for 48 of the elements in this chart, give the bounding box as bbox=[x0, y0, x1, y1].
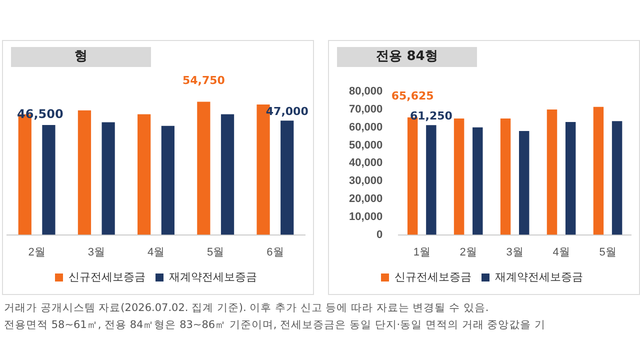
bar bbox=[519, 130, 530, 235]
bar bbox=[138, 114, 151, 235]
bar bbox=[102, 122, 115, 235]
bar bbox=[426, 125, 436, 235]
bar bbox=[612, 121, 622, 235]
annotation: 46,500 bbox=[17, 107, 64, 121]
bar bbox=[500, 118, 511, 235]
data-label: 54,750 bbox=[182, 74, 226, 88]
bar bbox=[197, 102, 210, 235]
y-tick-label: 50,000 bbox=[348, 139, 383, 152]
y-tick-label: 0 bbox=[376, 228, 383, 241]
data-label: 65,625 bbox=[391, 90, 434, 103]
bar bbox=[593, 106, 604, 235]
legend-label: 재계약전세보증금 bbox=[495, 272, 583, 284]
x-tick-label: 5월 bbox=[599, 246, 616, 258]
bar bbox=[78, 110, 92, 235]
x-tick-label: 2월 bbox=[460, 246, 477, 258]
text: 거래가 공개시스템 자료(2026.07.02. 집계 기준). 이후 추가 신고 등에 따라 자료는 변경될 수 있음. bbox=[4, 301, 490, 316]
bar bbox=[454, 118, 464, 235]
legend-label: 재계약전세보증금 bbox=[169, 272, 257, 284]
x-tick-label: 1월 bbox=[413, 246, 430, 258]
y-tick-label: 20,000 bbox=[348, 193, 383, 206]
legend-label: 신규전세보증금 bbox=[394, 272, 472, 284]
y-tick-label: 80,000 bbox=[348, 86, 383, 98]
x-tick-label: 4월 bbox=[147, 246, 165, 258]
x-tick-label: 3월 bbox=[88, 246, 105, 258]
x-tick-label: 6월 bbox=[266, 246, 284, 258]
x-tick-label: 3월 bbox=[506, 246, 524, 258]
chart-title: 전용 84형 bbox=[337, 47, 477, 67]
text: 전용면적 58~61㎡, 전용 84㎡형은 83~86㎡ 기준이며, 전세보증금은 동일 단지·동일 면적의 거래 중앙값을 기 bbox=[4, 318, 546, 333]
x-tick-label: 4월 bbox=[552, 246, 570, 258]
y-tick-label: 10,000 bbox=[348, 210, 383, 223]
bar bbox=[565, 122, 576, 235]
y-tick-label: 60,000 bbox=[348, 121, 383, 134]
y-tick-label: 30,000 bbox=[348, 175, 383, 188]
bar bbox=[546, 110, 558, 235]
data-label: 61,250 bbox=[410, 110, 453, 123]
y-tick-label: 40,000 bbox=[348, 157, 383, 170]
bar bbox=[42, 124, 56, 235]
bar bbox=[220, 114, 234, 235]
x-tick-label: 5월 bbox=[207, 246, 224, 258]
bar bbox=[280, 120, 294, 235]
bar bbox=[472, 127, 483, 235]
chart-title: 형 bbox=[11, 47, 151, 67]
y-tick-label: 70,000 bbox=[348, 104, 383, 116]
legend-label: 신규전세보증금 bbox=[68, 272, 146, 284]
bar bbox=[161, 126, 174, 235]
x-tick-label: 2월 bbox=[28, 246, 46, 258]
